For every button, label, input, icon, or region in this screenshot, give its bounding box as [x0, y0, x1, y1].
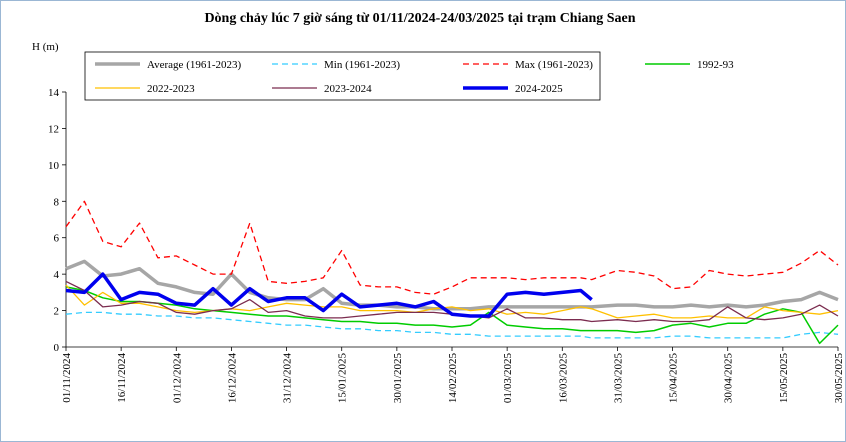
chart-title: Dòng chảy lúc 7 giờ sáng từ 01/11/2024-2… — [204, 11, 635, 26]
x-tick-label: 30/05/2025 — [833, 353, 845, 404]
y-tick-label: 8 — [54, 196, 60, 208]
legend-label: Min (1961-2023) — [324, 59, 400, 71]
legend-label: Max (1961-2023) — [515, 59, 593, 71]
y-tick-label: 12 — [48, 123, 59, 135]
x-tick-label: 30/04/2025 — [723, 353, 735, 404]
x-tick-label: 14/02/2025 — [447, 353, 459, 404]
series-line — [65, 286, 839, 345]
legend — [84, 51, 601, 101]
y-tick-label: 2 — [54, 306, 60, 318]
legend-label: 2024-2025 — [515, 83, 563, 95]
y-axis-label: H (m) — [32, 41, 59, 53]
series-line — [65, 200, 839, 295]
x-tick-label: 31/03/2025 — [612, 353, 624, 404]
x-tick-label: 01/11/2024 — [61, 353, 73, 403]
series-line — [65, 284, 839, 319]
legend-label: Average (1961-2023) — [147, 59, 242, 71]
legend-label: 1992-93 — [697, 59, 734, 71]
y-tick-label: 14 — [48, 87, 60, 99]
series-line — [65, 311, 839, 339]
y-tick-label: 10 — [48, 160, 60, 172]
x-tick-label: 01/12/2024 — [171, 353, 183, 404]
x-tick-label: 01/03/2025 — [502, 353, 514, 404]
x-tick-label: 16/03/2025 — [557, 353, 569, 404]
x-tick-label: 31/12/2024 — [282, 353, 294, 404]
legend-label: 2022-2023 — [147, 83, 195, 95]
x-tick-label: 15/04/2025 — [668, 353, 680, 404]
x-tick-label: 16/12/2024 — [226, 353, 238, 404]
legend-label: 2023-2024 — [324, 83, 372, 95]
x-tick-label: 30/01/2025 — [392, 353, 404, 404]
x-tick-label: 15/05/2025 — [778, 353, 790, 404]
series-line — [65, 259, 839, 311]
x-tick-label: 15/01/2025 — [337, 353, 349, 404]
series-line — [65, 272, 593, 318]
x-tick-label: 16/11/2024 — [116, 353, 128, 403]
y-tick-label: 0 — [54, 342, 60, 354]
y-tick-label: 4 — [54, 269, 60, 281]
y-tick-label: 6 — [54, 233, 60, 245]
